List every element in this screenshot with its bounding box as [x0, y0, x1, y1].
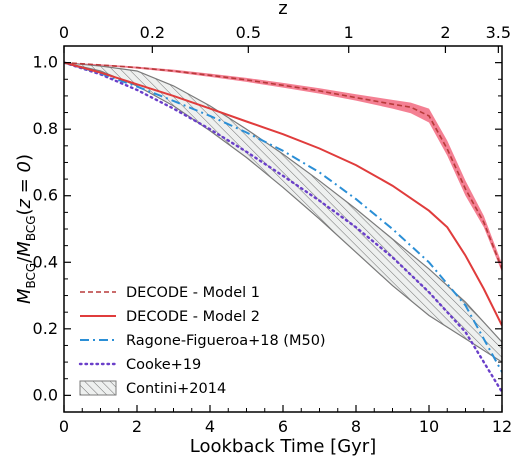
top-tick-label-2: 2: [440, 23, 450, 42]
legend-handle-4: [79, 380, 117, 396]
y-tick-label-0: 0.0: [33, 385, 58, 404]
top-axis-label: z: [278, 0, 287, 19]
y-label-sub1: BCG: [24, 263, 38, 289]
x-tick-label-2: 2: [132, 417, 142, 436]
top-tick-label-1: 1: [344, 23, 354, 42]
x-tick-label-6: 6: [278, 417, 288, 436]
series-cooke-line: [64, 61, 502, 394]
top-tick-label-0.5: 0.5: [236, 23, 261, 42]
legend-label-4: Contini+2014: [126, 381, 226, 397]
series-model2-line: [64, 61, 502, 326]
top-tick-label-0: 0: [59, 23, 69, 42]
y-label-arg: z = 0: [14, 161, 35, 209]
legend-label-2: Ragone-Figueroa+18 (M50): [126, 333, 326, 349]
y-label-m1: M: [14, 288, 35, 304]
series-ragone-line: [64, 61, 502, 373]
y-tick-label-0.2: 0.2: [33, 319, 58, 338]
legend-label-1: DECODE - Model 2: [126, 309, 260, 325]
x-tick-label-4: 4: [205, 417, 215, 436]
x-axis-label: Lookback Time [Gyr]: [190, 436, 376, 457]
y-tick-label-0.4: 0.4: [33, 252, 58, 271]
series-model1-line: [64, 61, 502, 270]
y-label-m2: M: [14, 241, 35, 257]
y-axis-label: MBCG/MBCG(z = 0): [14, 154, 38, 304]
x-tick-label-10: 10: [419, 417, 439, 436]
y-tick-label-0.8: 0.8: [33, 119, 58, 138]
legend-label-0: DECODE - Model 1: [126, 285, 260, 301]
axes: 0 2 4 6 8 10 120.00.20.40.60.81.00 0.2 0.5 1 2 3.5: [33, 23, 513, 436]
x-tick-label-8: 8: [351, 417, 361, 436]
y-label-sub2: BCG: [24, 215, 38, 241]
plot-area: [64, 61, 502, 394]
top-tick-label-0.2: 0.2: [140, 23, 165, 42]
top-tick-label-3.5: 3.5: [486, 23, 511, 42]
y-tick-label-0.6: 0.6: [33, 186, 58, 205]
legend-label-3: Cooke+19: [126, 357, 201, 373]
x-tick-label-12: 12: [492, 417, 512, 436]
legend: DECODE - Model 1 DECODE - Model 2 Ragone-F…: [78, 285, 326, 397]
y-tick-label-1: 1.0: [33, 53, 58, 72]
x-tick-label-0: 0: [59, 417, 69, 436]
